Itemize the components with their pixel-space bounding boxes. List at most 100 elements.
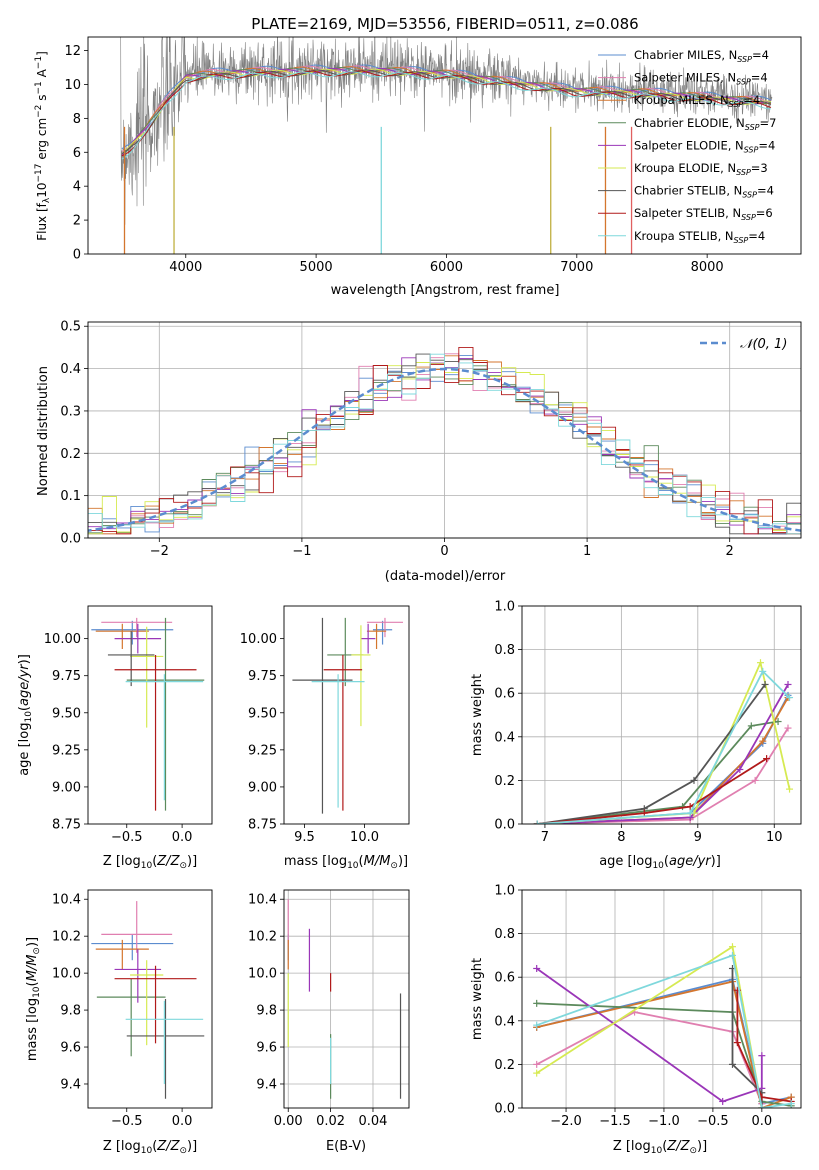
legend-label-normal: 𝒩(0, 1) (740, 337, 787, 352)
mw-z-ylabel: mass weight (470, 958, 485, 1040)
spectrum-panel: wavelength [Angstrom, rest frame] Flux [… (34, 36, 802, 298)
y-tick-label: 10.2 (248, 930, 277, 945)
x-tick-label: 0.02 (316, 1114, 345, 1129)
plot-area (91, 901, 205, 1099)
y-tick-label: 0.8 (494, 927, 515, 942)
mass-weight-z-panel: Z [log10(Z/Z⊙)] mass weight −2.0 −1.5 −1.0… (470, 884, 802, 1156)
y-tick-label: 9.4 (60, 1077, 81, 1092)
mass-weight-line-2 (537, 727, 789, 824)
legend-value: =4 (757, 184, 774, 198)
mass-weight-line-3 (537, 697, 789, 824)
y-tick-label: 0.2 (60, 447, 81, 462)
y-tick-label: 10.0 (52, 967, 81, 982)
x-tick-label: 8000 (691, 260, 724, 275)
age-z-xlabel: Z [log10(Z/Z⊙)] (103, 854, 197, 871)
model-spectrum-9 (121, 71, 772, 160)
mass-weight-line-7 (537, 683, 766, 824)
x-tick-label: −2 (150, 544, 169, 559)
y-tick-label: 6 (73, 146, 81, 161)
y-tick-label: 9.50 (248, 706, 277, 721)
legend-value: =4 (751, 71, 768, 85)
mass-weight-line-9 (536, 954, 792, 1108)
y-tick-label: 0.4 (494, 730, 515, 745)
legend-value: =7 (760, 116, 777, 130)
x-tick-label: −1.0 (648, 1114, 680, 1129)
mass-weight-line-8 (537, 757, 768, 824)
y-tick-label: 9.00 (248, 780, 277, 795)
plot-area (533, 943, 795, 1108)
residual-ylabel: Normed distribution (36, 366, 51, 496)
y-tick-label: 4 (73, 180, 81, 195)
legend-sub: SSP (744, 145, 759, 154)
x-tick-label: −2.0 (550, 1114, 582, 1129)
axes-frame (521, 889, 802, 1109)
y-tick-label: 8 (73, 112, 81, 127)
legend-label-3: Kroupa MILES, NSSP=4 (634, 93, 760, 109)
legend-value: =4 (748, 229, 765, 243)
y-tick-label: 0.5 (60, 320, 81, 335)
y-tick-label: 0 (73, 248, 81, 263)
age-vs-z-panel: Z [log10(Z/Z⊙)] age [log10(age/yr)] −0.5… (17, 605, 213, 871)
y-tick-label: 0.6 (494, 971, 515, 986)
mass-ebv-xlabel: E(B-V) (326, 1139, 366, 1154)
plot-area (287, 899, 402, 1099)
x-tick-label: 7 (541, 830, 549, 845)
mass-weight-line-4 (536, 1002, 792, 1107)
y-tick-label: 10.4 (248, 893, 277, 908)
y-tick-label: 0.8 (494, 643, 515, 658)
mass-weight-line-1 (537, 694, 789, 824)
x-tick-label: 2 (726, 544, 734, 559)
legend-label-4: Chabrier ELODIE, NSSP=7 (634, 116, 776, 132)
mass-weight-line-5 (537, 684, 789, 824)
mass-z-xlabel: Z [log10(Z/Z⊙)] (103, 1139, 197, 1156)
y-tick-label: 0.0 (60, 532, 81, 547)
legend-sub: SSP (729, 100, 744, 109)
x-tick-label: 0.0 (751, 1114, 772, 1129)
legend-label-2: Salpeter MILES, NSSP=4 (634, 71, 768, 87)
residual-panel: (data-model)/error Normed distribution −… (36, 320, 802, 584)
x-tick-label: 10.0 (350, 830, 379, 845)
x-tick-label: −0.5 (111, 1114, 143, 1129)
y-tick-label: 9.6 (256, 1041, 277, 1056)
mass-weight-line-3 (536, 980, 792, 1108)
y-tick-label: 10 (64, 78, 81, 93)
x-tick-label: 7000 (560, 260, 593, 275)
plot-area (120, 37, 773, 254)
axes-frame (87, 605, 213, 825)
residual-legend: 𝒩(0, 1) (700, 337, 787, 352)
legend-label-1: Chabrier MILES, NSSP=4 (634, 48, 769, 64)
spectrum-ylabel: Flux [fλ10−17 erg cm−2 s−1 A−1] (34, 51, 52, 241)
mass-weight-line-2 (536, 1011, 763, 1104)
figure-title: PLATE=2169, MJD=53556, FIBERID=0511, z=0… (251, 15, 638, 33)
x-tick-label: 0 (440, 544, 448, 559)
y-tick-label: 9.8 (60, 1004, 81, 1019)
y-tick-label: 0.0 (494, 818, 515, 833)
legend-label-6: Kroupa ELODIE, NSSP=3 (634, 161, 768, 177)
y-tick-label: 9.50 (52, 706, 81, 721)
legend-sub: SSP (737, 55, 752, 64)
x-tick-label: −1 (292, 544, 311, 559)
age-mass-xlabel: mass [log10(M/M⊙)] (284, 854, 408, 871)
y-tick-label: 0.0 (494, 1102, 515, 1117)
mass-weight-line-6 (537, 659, 791, 824)
mass-weight-line-6 (536, 945, 763, 1108)
mass-weight-line-4 (537, 720, 779, 824)
mw-z-xlabel: Z [log10(Z/Z⊙)] (613, 1139, 707, 1156)
legend-value: =4 (758, 138, 775, 152)
x-tick-label: 0.0 (172, 1114, 193, 1129)
x-tick-label: 8 (617, 830, 625, 845)
plot-area (292, 617, 403, 814)
axes-frame (521, 605, 802, 825)
y-tick-label: 9.00 (52, 780, 81, 795)
x-tick-label: −0.5 (697, 1114, 729, 1129)
y-tick-label: 9.25 (248, 743, 277, 758)
x-tick-label: −0.5 (111, 830, 143, 845)
y-tick-label: 10.4 (52, 893, 81, 908)
axes-frame (87, 36, 802, 255)
x-tick-label: 4000 (169, 260, 202, 275)
y-tick-label: 10.00 (240, 632, 277, 647)
observed-spectrum (120, 37, 773, 225)
x-tick-label: 9 (694, 830, 702, 845)
legend-value: =6 (756, 206, 773, 220)
